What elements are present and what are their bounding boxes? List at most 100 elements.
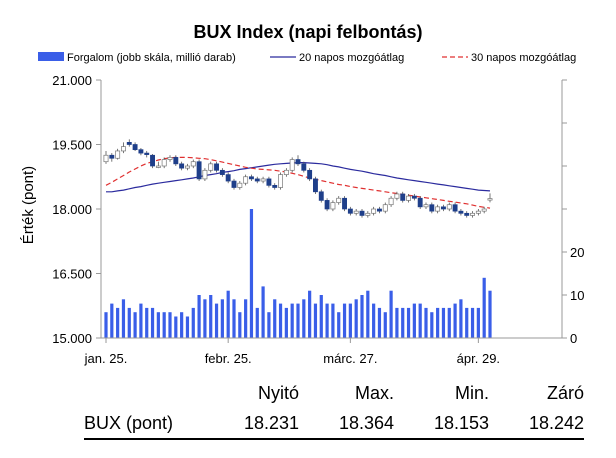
volume-bar bbox=[168, 312, 172, 338]
candle-body bbox=[249, 176, 254, 180]
candle bbox=[254, 176, 260, 184]
candle-body bbox=[185, 165, 190, 169]
candle bbox=[185, 163, 190, 171]
candle bbox=[144, 150, 150, 158]
volume-bar bbox=[278, 303, 283, 338]
candle-body bbox=[190, 161, 196, 167]
candle bbox=[295, 155, 301, 166]
volume-bar bbox=[395, 307, 399, 338]
volume-bar bbox=[197, 295, 201, 338]
volume-bar bbox=[145, 307, 149, 338]
candle-body bbox=[353, 210, 359, 214]
candle-body bbox=[295, 159, 301, 165]
candle bbox=[190, 159, 196, 169]
volume-bar bbox=[482, 277, 486, 338]
candle bbox=[411, 193, 417, 201]
volume-bar bbox=[296, 303, 300, 338]
candle bbox=[278, 172, 283, 190]
candle-body bbox=[289, 159, 295, 171]
candle bbox=[377, 206, 382, 214]
volume-bar bbox=[354, 299, 358, 338]
candle bbox=[109, 153, 115, 162]
candle bbox=[307, 168, 313, 182]
candle bbox=[400, 191, 406, 203]
right-tick-label: 10 bbox=[570, 288, 584, 303]
volume-bar bbox=[447, 307, 451, 338]
candle-body bbox=[313, 178, 318, 193]
candle-body bbox=[278, 174, 283, 188]
volume-bar bbox=[453, 303, 457, 338]
candle bbox=[126, 139, 132, 147]
volume-bar bbox=[214, 303, 219, 338]
candle-body bbox=[307, 169, 313, 180]
candle bbox=[470, 211, 475, 218]
stats-value-close: 18.242 bbox=[489, 408, 584, 440]
candle-body bbox=[377, 208, 382, 212]
candle-body bbox=[237, 182, 243, 188]
candle-body bbox=[208, 163, 214, 171]
candle-body bbox=[214, 163, 219, 171]
x-tick-label: jan. 25. bbox=[84, 351, 128, 366]
volume-bar bbox=[203, 299, 207, 338]
candle-body bbox=[411, 195, 417, 199]
plot-area bbox=[103, 139, 493, 338]
stats-value-min: 18.153 bbox=[394, 408, 489, 440]
volume-bar bbox=[325, 303, 329, 338]
volume-bar bbox=[406, 307, 411, 338]
candle-body bbox=[243, 176, 249, 184]
volume-bar bbox=[127, 307, 131, 338]
stats-header-close: Záró bbox=[546, 382, 584, 403]
candle bbox=[458, 209, 464, 216]
candle bbox=[382, 202, 388, 214]
volume-bar bbox=[389, 290, 393, 338]
volume-bar bbox=[238, 312, 242, 338]
left-tick-label: 18.000 bbox=[52, 202, 92, 217]
volume-bar bbox=[470, 307, 475, 338]
left-tick-label: 15.000 bbox=[52, 331, 92, 346]
stats-header-row: Nyitó Max. Min. Záró bbox=[84, 378, 584, 408]
volume-bar bbox=[348, 303, 352, 338]
candle-body bbox=[435, 206, 441, 212]
ma30-line bbox=[105, 156, 491, 209]
volume-bar bbox=[180, 312, 184, 338]
candle bbox=[388, 196, 394, 207]
candle bbox=[330, 200, 336, 212]
candle-body bbox=[475, 210, 481, 214]
candle-body bbox=[400, 193, 406, 201]
volume-bar bbox=[319, 295, 323, 338]
volume-bar bbox=[116, 307, 120, 338]
ma20-line bbox=[106, 162, 491, 193]
candle bbox=[365, 211, 371, 218]
left-tick-label: 19.500 bbox=[52, 138, 92, 153]
candle-body bbox=[202, 169, 208, 180]
candle-body bbox=[121, 146, 126, 152]
candle-body bbox=[382, 204, 388, 212]
candle bbox=[214, 161, 219, 173]
legend-label: Forgalom (jobb skála, millió darab) bbox=[67, 52, 236, 64]
volume-bar bbox=[261, 286, 265, 338]
candle-body bbox=[359, 210, 365, 216]
x-tick-label: márc. 27. bbox=[323, 351, 377, 366]
candle-body bbox=[481, 208, 487, 212]
legend-swatch-volume bbox=[38, 52, 64, 61]
volume-bar bbox=[436, 307, 440, 338]
chart-title: BUX Index (napi felbontás) bbox=[193, 22, 422, 42]
candle bbox=[452, 202, 458, 214]
candle bbox=[481, 206, 487, 214]
candle bbox=[219, 168, 225, 177]
candle bbox=[266, 176, 272, 188]
candle bbox=[324, 198, 330, 212]
candle bbox=[138, 147, 144, 156]
volume-bar bbox=[488, 290, 492, 338]
candle-body bbox=[161, 159, 167, 167]
volume-bar bbox=[342, 303, 347, 338]
candle bbox=[173, 155, 179, 166]
volume-bar bbox=[232, 299, 236, 338]
volume-bar bbox=[418, 303, 422, 338]
volume-bar bbox=[110, 303, 114, 338]
candle bbox=[429, 202, 435, 214]
volume-bar bbox=[162, 312, 166, 338]
candle bbox=[342, 196, 347, 212]
candle bbox=[196, 159, 202, 182]
candle-body bbox=[342, 197, 347, 210]
